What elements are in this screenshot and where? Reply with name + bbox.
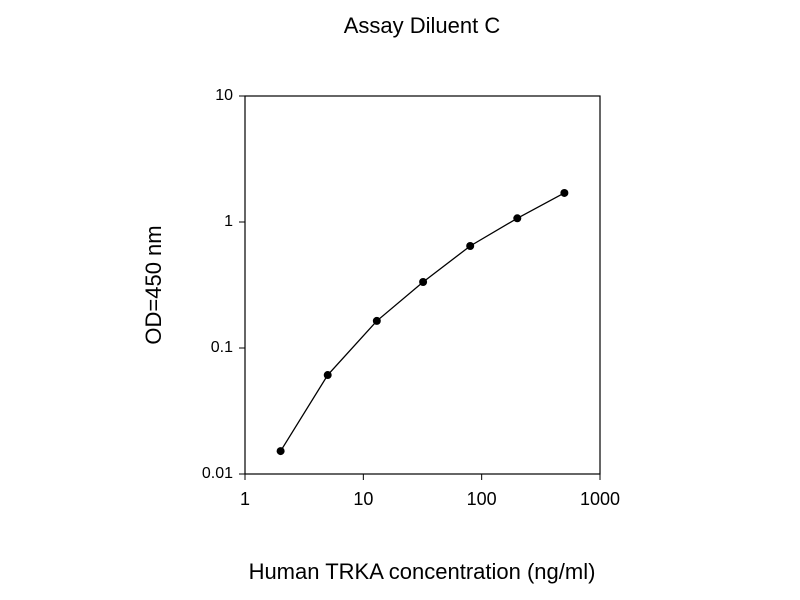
data-point [466,241,475,250]
chart-title: Assay Diluent C [344,13,501,38]
x-tick-label: 10 [353,489,373,509]
data-point [560,188,569,197]
x-tick-label: 1000 [580,489,620,509]
series-line [280,192,565,452]
y-tick-label: 1 [224,213,233,230]
plot-frame [244,95,601,475]
x-tick-label: 100 [467,489,497,509]
y-tick-label: 0.01 [202,465,233,482]
y-axis-label: OD=450 nm [141,225,166,344]
data-point [419,278,428,287]
x-tick-label: 1 [240,489,250,509]
y-tick-label: 10 [215,87,233,104]
x-axis-label: Human TRKA concentration (ng/ml) [249,559,596,584]
data-point [276,447,285,456]
data-point [372,316,381,325]
data-point [513,214,522,223]
data-point [323,371,332,380]
y-tick-label: 0.1 [211,339,233,356]
